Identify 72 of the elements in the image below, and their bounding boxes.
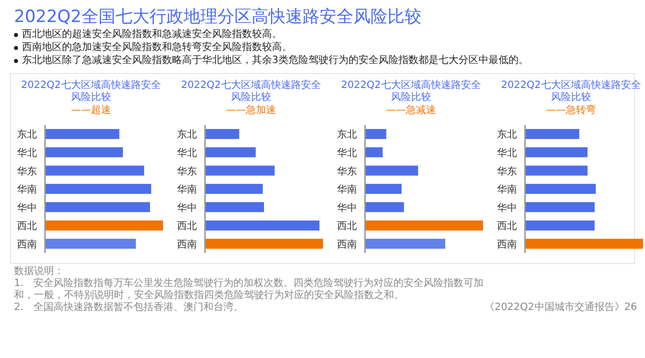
y-tick-label: 华北	[177, 146, 197, 159]
y-tick-label: 东北	[337, 128, 357, 141]
y-tick-label: 华中	[337, 202, 357, 214]
bar	[205, 166, 275, 176]
bar	[45, 202, 150, 212]
text: 东北地区除了急减速安全风险指数略高于华北地区，其余3类危险驾驶行为的安全风险指数都是七大分区中最低的。	[22, 54, 528, 67]
chart-subtitle: ——急加速	[225, 104, 277, 117]
bar	[205, 147, 256, 158]
text: 数据说明：	[14, 266, 65, 278]
bar	[205, 238, 323, 249]
y-tick-label: 东北	[17, 128, 37, 141]
y-tick-label: 华南	[17, 184, 37, 196]
chart-title: 2022Q2七大区域高快速路安全风险比较	[180, 80, 322, 104]
text: 2022Q2全国七大行政地理分区高快速路安全风险比较	[14, 6, 422, 28]
y-tick-label: 西南	[497, 238, 517, 250]
chart-title: 2022Q2七大区域高快速路安全风险比较	[500, 80, 642, 104]
y-tick-label: 华北	[17, 146, 37, 159]
bar	[45, 166, 144, 176]
bar	[365, 184, 402, 194]
bar	[45, 129, 120, 140]
bar	[525, 147, 588, 158]
bar	[205, 129, 240, 140]
bar	[365, 202, 404, 212]
text: 西北地区的超速安全风险指数和急减速安全风险指数较高。	[22, 28, 282, 41]
bar	[45, 238, 136, 249]
y-tick-label: 华东	[177, 165, 197, 178]
bar	[525, 238, 643, 249]
y-tick-label: 华中	[497, 202, 517, 214]
bar	[365, 166, 418, 176]
y-tick-label: 西南	[177, 238, 197, 250]
y-tick-label: 东北	[497, 128, 517, 141]
y-tick-label: 西北	[497, 220, 517, 232]
bar	[45, 220, 163, 230]
bar	[365, 147, 383, 158]
y-tick-label: 华南	[337, 184, 357, 196]
chart-subtitle: ——急转弯	[545, 104, 597, 117]
y-tick-label: 华东	[497, 165, 517, 178]
text: 1. 安全风险指数指每万车公里发生危险驾驶行为的加权次数。四类危险驾驶行为对应的安全风险指数可加和，一般，不特别说明时，安全风险指数指四类危险驾驶行为对应的安全风险指数之和。	[14, 278, 484, 302]
bar	[525, 184, 596, 194]
y-tick-label: 华东	[337, 165, 357, 178]
y-tick-label: 华南	[497, 184, 517, 196]
bar	[525, 166, 588, 176]
y-tick-label: 西北	[17, 220, 37, 232]
y-tick-label: 西北	[177, 220, 197, 232]
chart-subtitle: ——超速	[70, 104, 112, 117]
chart-title: 2022Q2七大区域高快速路安全风险比较	[20, 80, 162, 104]
bar	[365, 129, 386, 140]
y-tick-label: 华东	[17, 165, 37, 178]
text: 2. 全国高快速路数据暂不包括香港、澳门和台湾。	[14, 302, 245, 314]
bar	[45, 147, 123, 158]
y-tick-label: 西南	[337, 238, 357, 250]
bar	[45, 184, 152, 194]
y-tick-label: 西南	[17, 238, 37, 250]
y-tick-label: 华中	[177, 202, 197, 214]
bar	[525, 220, 595, 230]
bar	[365, 238, 446, 249]
bar	[205, 220, 320, 230]
y-tick-label: 华中	[17, 202, 37, 214]
y-tick-label: 华北	[497, 146, 517, 159]
text: 《2022Q2中国城市交通报告》26	[484, 302, 637, 314]
bar	[365, 220, 483, 230]
bar	[525, 202, 595, 212]
y-tick-label: 华北	[337, 146, 357, 159]
bar	[205, 202, 264, 212]
chart-title: 2022Q2七大区域高快速路安全风险比较	[340, 80, 482, 104]
text: 西南地区的急加速安全风险指数和急转弯安全风险指数较高。	[22, 41, 292, 54]
y-tick-label: 东北	[177, 128, 197, 141]
chart-subtitle: ——急减速	[385, 104, 437, 117]
bar	[205, 184, 263, 194]
y-tick-label: 华南	[177, 184, 197, 196]
bar	[525, 129, 580, 140]
y-tick-label: 西北	[337, 220, 357, 232]
